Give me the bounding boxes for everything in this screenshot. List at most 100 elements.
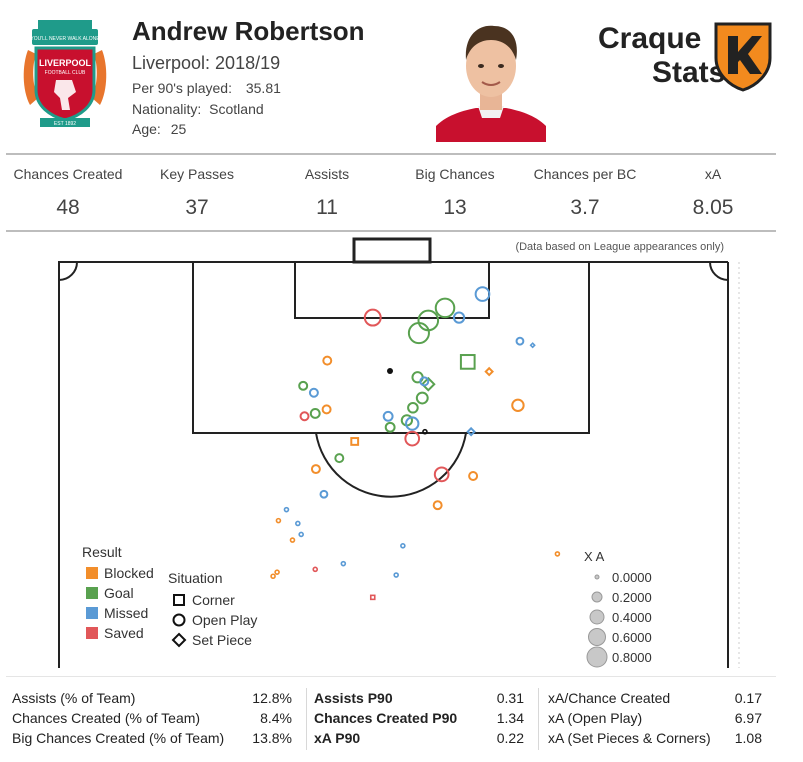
chance-point [420,376,436,392]
header-divider [6,153,776,155]
legend-situation-label: Corner [192,592,235,608]
chance-point [433,466,450,483]
brand-text-line1: Craque [598,22,702,55]
chance-point [308,387,319,398]
pitch-corner-arc-right [709,261,729,281]
pitch-penalty-arc [315,432,467,498]
chance-point [289,537,296,543]
chance-point [369,594,376,601]
footer-value: 0.22 [496,730,524,746]
brand-shield-logo [714,22,772,92]
chance-point [515,336,525,346]
footer-label: Chances Created P90 [314,710,458,726]
pitch-penalty-area [192,261,590,434]
footer-label: xA (Set Pieces & Corners) [548,730,711,746]
chance-point [407,401,419,414]
legend-xa-label: 0.0000 [612,570,652,585]
chance-point [511,398,525,413]
pitch-corner-arc-left [58,261,78,281]
chance-point [529,342,536,349]
legend-corner-square [173,594,185,606]
chance-point [466,426,476,437]
chance-map-panel: (Data based on League appearances only) … [6,236,776,668]
crest-est: EST 1892 [54,121,76,127]
player-eye-left [478,64,484,68]
footer-label: Big Chances Created (% of Team) [12,730,225,746]
chance-point [384,421,396,433]
footer-value: 12.8% [252,690,292,706]
legend-result-label: Goal [104,585,134,601]
chance-point [270,573,276,580]
chance-point [298,531,304,538]
player-photo [436,25,546,142]
footer-label: Assists P90 [314,690,393,706]
chance-point [298,380,309,391]
chance-point [275,517,282,524]
chance-map-chart: (Data based on League appearances only) … [58,237,740,668]
player-shirt [436,108,546,142]
footer-value: 8.4% [260,710,292,726]
legend-swatch-missed [86,607,98,619]
legend-situation-title: Situation [168,570,222,586]
chance-point [283,506,290,513]
legend-xa-label: 0.6000 [612,630,652,645]
legend-result-label: Saved [104,625,144,641]
player-mouth [481,81,501,86]
legend-xa-label: 0.4000 [612,610,652,625]
chance-point [334,453,345,464]
legend-result-label: Missed [104,605,148,621]
stat-label: Assists [304,166,350,182]
footer-label: xA/Chance Created [548,690,671,706]
stat-label: Key Passes [160,166,234,182]
chance-point [407,322,430,345]
footer-label: Chances Created (% of Team) [12,710,201,726]
chance-point [432,500,443,511]
crest-flame-right [92,50,107,105]
legend-xa-size-0 [594,574,600,580]
chart-note: (Data based on League appearances only) [515,241,724,253]
chance-point [363,308,382,327]
chance-point [350,437,360,446]
stat-label: Big Chances [415,166,495,182]
legend-swatch-blocked [86,567,98,579]
nationality-line: Nationality: Scotland [132,101,264,117]
age-label: Age: [132,121,161,137]
footer-value: 1.34 [496,710,524,726]
chance-point [452,311,466,324]
chance-marks [270,286,561,601]
legend-xa-size-4 [586,646,608,668]
crest-banner-text: YOU'LL NEVER WALK ALONE [30,36,100,42]
age-value: 25 [170,121,187,137]
legend-result-label: Blocked [104,565,154,581]
pitch-six-yard-box [294,261,490,319]
stats-divider [6,230,776,232]
per90-label: Per 90's played: [132,80,232,96]
legend-xa-size-1 [591,591,603,603]
chance-point [404,430,421,447]
legend-swatch-goal [86,587,98,599]
legend-situation-label: Open Play [192,612,257,628]
crest-liverbird [54,80,76,110]
crest-gate-top [38,20,92,30]
footer-label: xA P90 [314,730,361,746]
legend-situation-label: Set Piece [192,632,252,648]
legend-xa-label: 0.8000 [612,650,652,665]
chance-point [405,416,420,431]
chance-point [474,286,491,302]
crest-banner [32,29,98,45]
player-hair [465,25,517,60]
brand-text-line2: Stats [652,56,726,89]
footer-value: 13.8% [252,730,292,746]
stat-value: 3.7 [570,196,600,219]
chance-point [434,297,456,319]
footer-col-divider [306,688,307,750]
chance-point [554,551,561,557]
chance-point [319,489,329,499]
chance-point [400,542,406,549]
chance-point [382,410,394,422]
chance-point [309,408,321,419]
crest-est-banner [40,118,90,127]
chance-point [459,354,476,370]
stat-value: 8.05 [692,196,734,219]
per90-value: 35.81 [245,80,281,96]
